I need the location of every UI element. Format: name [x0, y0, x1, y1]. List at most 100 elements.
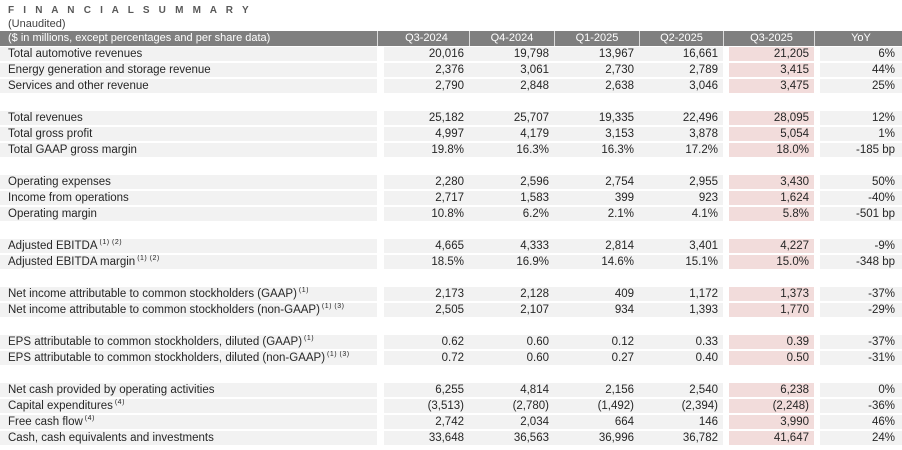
- row-label-text: EPS attributable to common stockholders,…: [8, 336, 303, 348]
- column-gap: [377, 47, 384, 61]
- value-cell: 2,730: [554, 63, 639, 77]
- value-cell: 0.33: [639, 335, 723, 349]
- value-cell: 13,967: [554, 47, 639, 61]
- table-header-q2-2025: Q2-2025: [639, 31, 723, 46]
- row-label: Adjusted EBITDA margin (1) (2): [0, 255, 377, 269]
- row-label-text: Net income attributable to common stockh…: [8, 288, 297, 300]
- row-label-text: Cash, cash equivalents and investments: [8, 432, 214, 444]
- value-cell: 17.2%: [639, 143, 723, 157]
- highlighted-value-cell: 3,475: [729, 79, 814, 93]
- row-label: Net income attributable to common stockh…: [0, 287, 377, 301]
- column-gap: [377, 191, 384, 205]
- row-label-text: Operating margin: [8, 208, 97, 220]
- yoy-value-cell: -9%: [820, 239, 902, 253]
- table-header-yoy: YoY: [820, 31, 902, 46]
- value-cell: 1,583: [469, 191, 554, 205]
- highlighted-value-cell: 5,054: [729, 127, 814, 141]
- row-label-text: Energy generation and storage revenue: [8, 64, 211, 76]
- column-gap: [377, 351, 384, 365]
- row-label: Operating expenses: [0, 175, 377, 189]
- highlighted-value-cell: 3,990: [729, 415, 814, 429]
- row-label-text: Total GAAP gross margin: [8, 144, 137, 156]
- row-label-text: EPS attributable to common stockholders,…: [8, 352, 326, 364]
- row-label: Adjusted EBITDA (1) (2): [0, 239, 377, 253]
- value-cell: 14.6%: [554, 255, 639, 269]
- column-gap: [377, 111, 384, 125]
- value-cell: 1,393: [639, 303, 723, 317]
- row-label-text: Adjusted EBITDA: [8, 240, 98, 252]
- spacer-row: [0, 271, 902, 287]
- row-label-text: Capital expenditures: [8, 400, 113, 412]
- column-gap: [377, 303, 384, 317]
- value-cell: 2,789: [639, 63, 723, 77]
- footnote-reference: (1): [304, 335, 315, 343]
- value-cell: 19.8%: [384, 143, 469, 157]
- highlighted-value-cell: 1,770: [729, 303, 814, 317]
- highlighted-value-cell: 18.0%: [729, 143, 814, 157]
- value-cell: 2,790: [384, 79, 469, 93]
- value-cell: 4.1%: [639, 207, 723, 221]
- table-row: Total gross profit 4,997 4,179 3,153 3,878 5,…: [0, 127, 902, 141]
- table-row: Services and other revenue 2,790 2,848 2,63…: [0, 79, 902, 93]
- column-gap: [377, 431, 384, 445]
- table-row: Capital expenditures (4) (3,513) (2,780) (1,…: [0, 399, 902, 413]
- value-cell: 0.62: [384, 335, 469, 349]
- spacer-row: [0, 95, 902, 111]
- header-separator: [814, 31, 820, 46]
- value-cell: 0.12: [554, 335, 639, 349]
- value-cell: 36,563: [469, 431, 554, 445]
- row-label: Free cash flow (4): [0, 415, 377, 429]
- table-row: Total GAAP gross margin 19.8% 16.3% 16.3% 17…: [0, 143, 902, 157]
- row-label-text: Net income attributable to common stockh…: [8, 304, 320, 316]
- value-cell: 16,661: [639, 47, 723, 61]
- column-gap: [377, 335, 384, 349]
- value-cell: 2,638: [554, 79, 639, 93]
- highlighted-value-cell: 1,373: [729, 287, 814, 301]
- value-cell: 19,335: [554, 111, 639, 125]
- value-cell: 0.27: [554, 351, 639, 365]
- value-cell: 2,717: [384, 191, 469, 205]
- row-label-text: Total automotive revenues: [8, 48, 143, 60]
- row-label-text: Total revenues: [8, 112, 83, 124]
- value-cell: 3,153: [554, 127, 639, 141]
- value-cell: 923: [639, 191, 723, 205]
- table-body: Total automotive revenues 20,016 19,798 13,…: [0, 47, 902, 445]
- value-cell: 4,997: [384, 127, 469, 141]
- header-separator: [377, 31, 384, 46]
- yoy-value-cell: -348 bp: [820, 255, 902, 269]
- table-row: Adjusted EBITDA margin (1) (2) 18.5% 16.9% 1…: [0, 255, 902, 269]
- value-cell: (2,780): [469, 399, 554, 413]
- value-cell: 3,061: [469, 63, 554, 77]
- value-cell: 2,955: [639, 175, 723, 189]
- row-label-text: Total gross profit: [8, 128, 93, 140]
- value-cell: 0.72: [384, 351, 469, 365]
- value-cell: 2,540: [639, 383, 723, 397]
- yoy-value-cell: -37%: [820, 287, 902, 301]
- column-gap: [377, 207, 384, 221]
- value-cell: 3,046: [639, 79, 723, 93]
- column-gap: [377, 255, 384, 269]
- row-label-text: Operating expenses: [8, 176, 111, 188]
- yoy-value-cell: 24%: [820, 431, 902, 445]
- yoy-value-cell: -31%: [820, 351, 902, 365]
- column-gap: [377, 399, 384, 413]
- value-cell: 3,401: [639, 239, 723, 253]
- table-row: Operating margin 10.8% 6.2% 2.1% 4.1% 5.8% -50…: [0, 207, 902, 221]
- highlighted-value-cell: 4,227: [729, 239, 814, 253]
- row-label: EPS attributable to common stockholders,…: [0, 335, 377, 349]
- row-label-text: Net cash provided by operating activitie…: [8, 384, 215, 396]
- value-cell: 2,848: [469, 79, 554, 93]
- column-gap: [377, 143, 384, 157]
- yoy-value-cell: -501 bp: [820, 207, 902, 221]
- value-cell: 2,156: [554, 383, 639, 397]
- value-cell: 2,173: [384, 287, 469, 301]
- value-cell: 934: [554, 303, 639, 317]
- value-cell: 399: [554, 191, 639, 205]
- yoy-value-cell: 46%: [820, 415, 902, 429]
- table-row: Net cash provided by operating activitie…: [0, 383, 902, 397]
- row-label-text: Services and other revenue: [8, 80, 149, 92]
- table-row: Cash, cash equivalents and investments 33…: [0, 431, 902, 445]
- column-gap: [377, 415, 384, 429]
- table-header-q4-2024: Q4-2024: [469, 31, 554, 46]
- row-label: Income from operations: [0, 191, 377, 205]
